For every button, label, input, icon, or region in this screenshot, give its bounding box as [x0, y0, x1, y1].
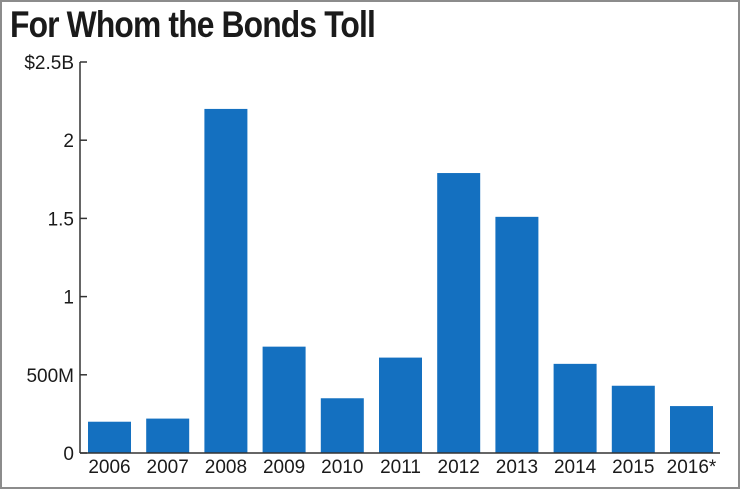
x-tick-label: 2011 — [380, 457, 421, 478]
y-tick-label: $2.5B — [24, 53, 74, 74]
bars — [88, 108, 713, 454]
bar-2011 — [379, 357, 422, 453]
x-tick-label: 2009 — [263, 457, 305, 478]
y-tick-label: 1.5 — [48, 209, 74, 230]
y-tick-label: 2 — [63, 131, 74, 152]
y-tick-label: 500M — [26, 366, 74, 387]
y-tick-label: 1 — [63, 288, 74, 309]
x-tick-label: 2007 — [147, 457, 189, 478]
bar-2006 — [88, 421, 131, 453]
y-axis: 0 500M 1 1.5 2 $2.5B — [24, 53, 87, 465]
x-tick-label: 2008 — [205, 457, 247, 478]
bar-2016-star — [670, 406, 713, 453]
bar-2009 — [262, 346, 306, 453]
x-tick-label: 2010 — [321, 457, 363, 478]
x-tick-label: 2012 — [438, 457, 480, 478]
chart-title: For Whom the Bonds Toll — [10, 4, 376, 45]
x-tick-label: 2006 — [88, 457, 130, 478]
bar-2015 — [611, 385, 655, 453]
x-tick-label: 2016* — [667, 457, 717, 478]
x-axis: 2006 2007 2008 2009 2010 2011 2012 2013 2014 2015… — [80, 452, 720, 478]
x-tick-label: 2014 — [554, 457, 597, 478]
bar-2014 — [553, 363, 597, 453]
x-tick-label: 2015 — [612, 457, 654, 478]
x-tick-label: 2013 — [496, 457, 538, 478]
bar-2013 — [495, 216, 539, 453]
bar-2007 — [146, 418, 190, 453]
bar-2008 — [204, 108, 248, 454]
bar-2010 — [320, 398, 364, 453]
bar-2012 — [437, 173, 481, 453]
y-tick-label: 0 — [63, 444, 74, 465]
